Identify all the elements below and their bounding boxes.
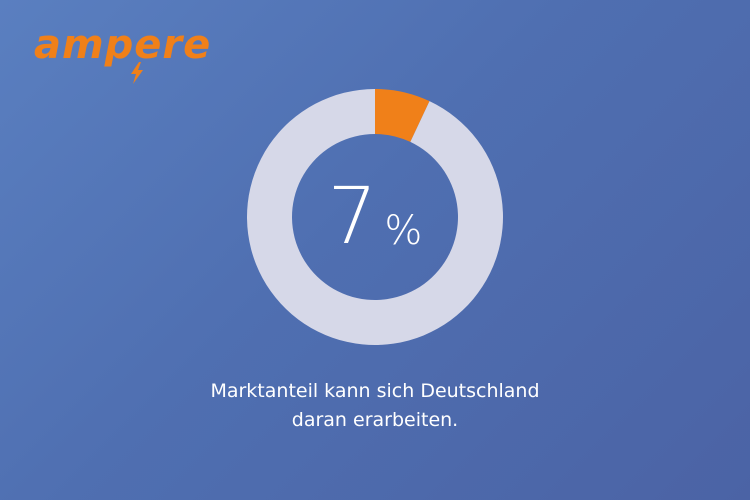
center-value-number: 7: [327, 172, 378, 262]
donut-chart-svg: [247, 89, 504, 345]
caption-line-1: Marktanteil kann sich Deutschland: [210, 380, 540, 402]
donut-chart: 7 %: [240, 82, 510, 352]
lightning-bolt-icon: [131, 62, 143, 84]
caption-line-2: daran erarbeiten.: [291, 409, 459, 431]
ampere-logo: ampere: [34, 25, 214, 85]
center-value-unit: %: [384, 208, 423, 254]
center-value: 7 %: [240, 82, 510, 352]
donut-slice-rest: [247, 89, 504, 345]
donut-slice-highlight: [375, 89, 430, 142]
logo-wordmark: ampere: [34, 22, 212, 68]
chart-caption: Marktanteil kann sich Deutschland daran …: [150, 377, 600, 435]
